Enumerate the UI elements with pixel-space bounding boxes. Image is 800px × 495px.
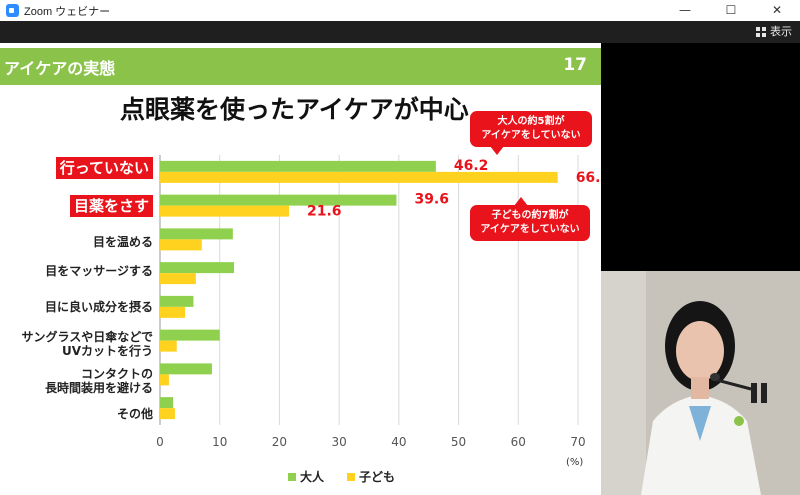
maximize-button[interactable]: ☐ (725, 3, 737, 17)
category-label: 目を温める (92, 235, 153, 249)
slide-section-title: アイケアの実態 (4, 59, 116, 78)
bar-children (160, 340, 177, 352)
bar-chart: 0 10 20 30 40 50 60 70 46.2 66.6 39.6 21.6 (156, 155, 601, 449)
category-label: 行っていない (55, 157, 153, 179)
bar-adults (160, 397, 174, 409)
data-label: 66.6 (576, 170, 601, 186)
x-tick-label: 10 (212, 435, 227, 449)
x-tick-label: 70 (570, 435, 585, 449)
legend-item-children: 子ども (347, 468, 395, 485)
meeting-toolbar: 表示 (0, 21, 800, 43)
slide-main-title: 点眼薬を使ったアイケアが中心 (120, 95, 469, 124)
bar-children (160, 374, 169, 386)
bar-adults (160, 295, 194, 307)
legend-label: 子ども (359, 470, 396, 484)
axis-unit-label: (%) (566, 457, 584, 468)
data-label: 46.2 (454, 158, 489, 174)
bar-adults (160, 329, 220, 341)
adults-callout: 大人の約5割が アイケアをしていない (470, 111, 592, 155)
bar-adults (160, 262, 235, 274)
close-button[interactable]: ✕ (771, 3, 783, 17)
x-tick-label: 50 (451, 435, 466, 449)
legend-swatch (288, 472, 296, 481)
empty-video-area (601, 43, 800, 271)
data-label: 21.6 (307, 204, 342, 220)
legend-label: 大人 (300, 470, 325, 484)
bar-children (160, 306, 186, 318)
bar-adults (160, 194, 397, 206)
category-label: その他 (116, 407, 153, 421)
category-label: 目に良い成分を摂る (44, 300, 153, 314)
bar-children (160, 239, 202, 251)
x-tick-label: 30 (332, 435, 347, 449)
bar-adults (160, 160, 436, 172)
speaker-figure (601, 271, 800, 495)
view-button-label: 表示 (770, 25, 792, 38)
category-label: コンタクトの 長時間装用を避ける (44, 367, 153, 395)
bar-adults (160, 228, 233, 240)
window-title: Zoom ウェビナー (24, 6, 111, 18)
bar-children (160, 205, 289, 217)
legend-swatch (347, 472, 355, 481)
bar-children (160, 273, 196, 285)
x-tick-label: 60 (511, 435, 526, 449)
grid-icon (756, 27, 766, 37)
slide-header-bar: アイケアの実態 17 (0, 48, 601, 85)
data-label: 39.6 (414, 192, 449, 208)
bar-adults (160, 363, 212, 375)
legend-item-adults: 大人 (288, 468, 324, 485)
window-title-bar: Zoom ウェビナー — ☐ ✕ (0, 0, 800, 22)
x-tick-label: 40 (391, 435, 406, 449)
bar-children (160, 408, 175, 420)
minimize-button[interactable]: — (679, 3, 691, 17)
category-label: サングラスや日傘などで UVカットを行う (21, 330, 153, 358)
x-tick-label: 0 (156, 435, 164, 449)
slide-page-number: 17 (563, 55, 587, 75)
zoom-logo-icon (6, 4, 19, 17)
speaker-video (601, 271, 800, 495)
children-callout: 子どもの約7割が アイケアをしていない (470, 197, 590, 241)
bar-children (160, 171, 558, 183)
view-button[interactable]: 表示 (756, 24, 792, 40)
category-label: 目薬をさす (69, 195, 153, 217)
shared-slide: アイケアの実態 17 点眼薬を使ったアイケアが中心 0 10 20 30 40 50 60 7… (0, 43, 601, 495)
x-tick-label: 20 (272, 435, 287, 449)
category-label: 目をマッサージする (45, 264, 153, 278)
